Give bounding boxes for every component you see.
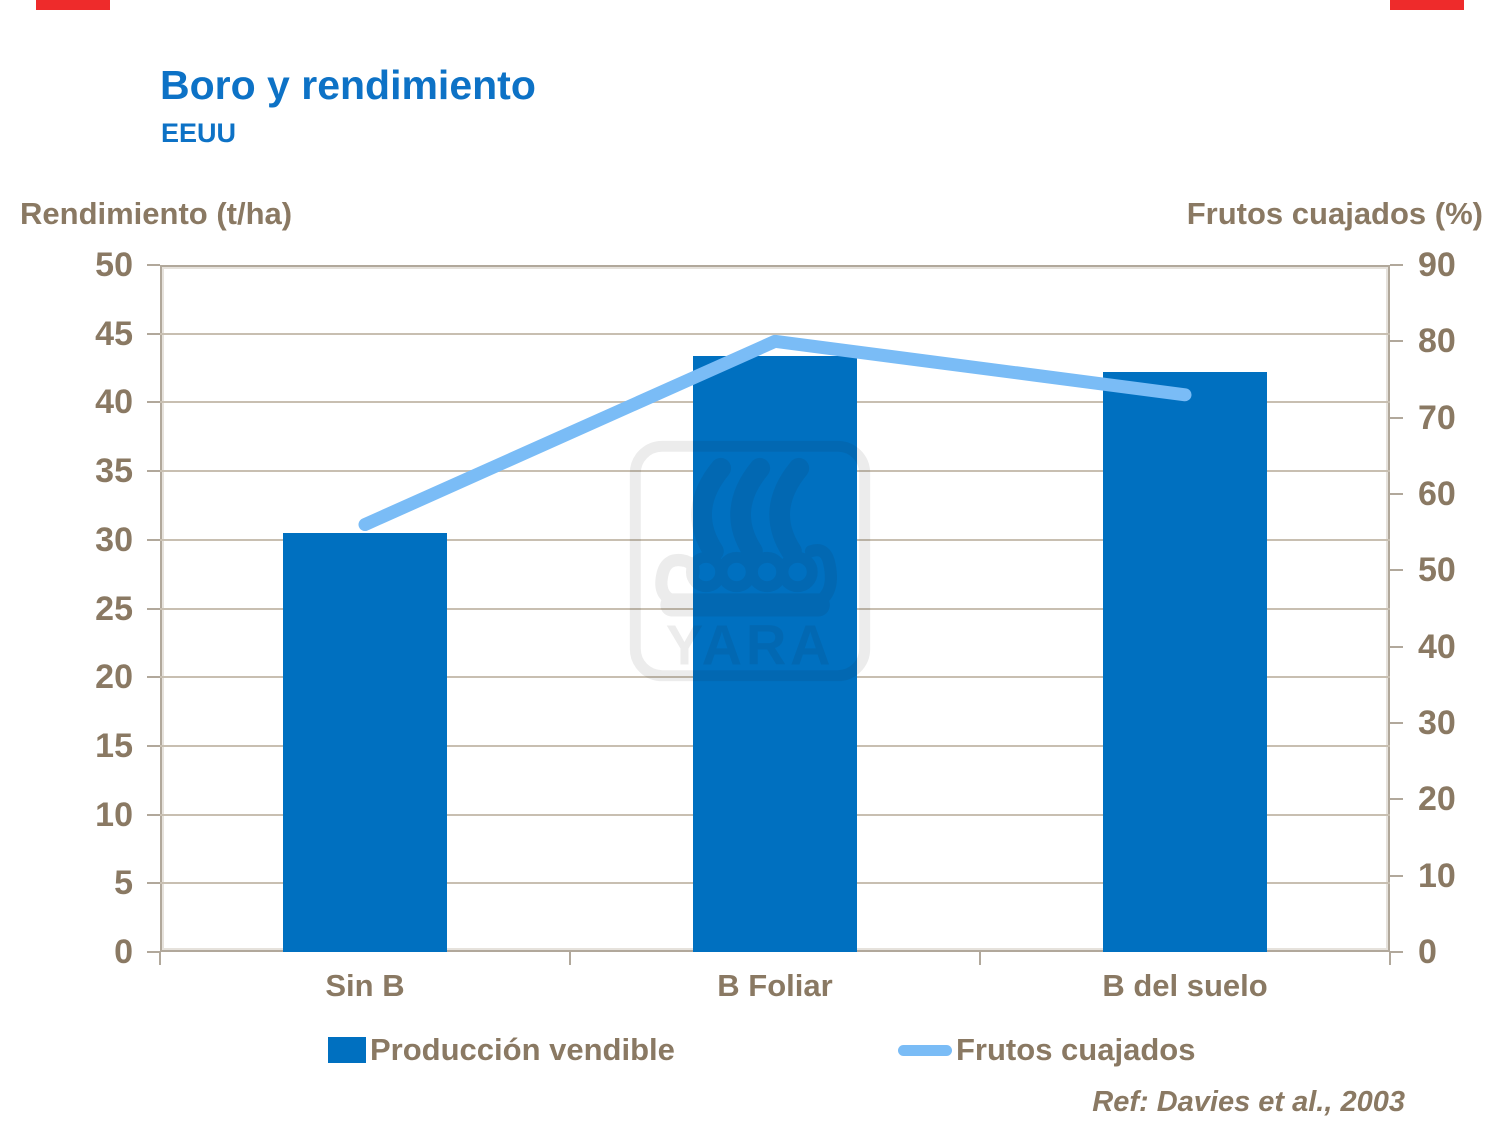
left-tick-mark — [147, 951, 160, 953]
page-subtitle: EEUU — [161, 118, 237, 148]
right-tick-label: 60 — [1418, 475, 1456, 513]
left-tick-label: 50 — [95, 246, 133, 284]
left-tick-mark — [147, 744, 160, 747]
right-axis-title: Frutos cuajados (%) — [1186, 196, 1483, 231]
left-tick-mark — [147, 264, 160, 266]
left-tick-mark — [147, 882, 160, 885]
left-tick-label: 20 — [95, 658, 133, 697]
shield-icon — [685, 551, 727, 593]
left-tick-label: 30 — [95, 520, 133, 559]
right-tick-label: 30 — [1418, 704, 1456, 742]
right-tick-label: 0 — [1418, 933, 1437, 971]
left-axis-title: Rendimiento (t/ha) — [20, 196, 293, 231]
right-tick-label: 90 — [1418, 246, 1456, 284]
red-corner-mark-left — [36, 0, 110, 10]
category-label: B del suelo — [1102, 968, 1268, 1003]
right-tick-mark — [1390, 798, 1403, 801]
left-tick-mark — [147, 676, 160, 679]
page-title: Boro y rendimiento — [160, 62, 536, 108]
right-tick-label: 10 — [1418, 856, 1456, 895]
right-tick-mark — [1390, 645, 1403, 648]
bottom-tick-mark — [569, 952, 571, 965]
right-tick-mark — [1390, 722, 1403, 724]
left-tick-label: 45 — [95, 314, 133, 353]
right-tick-mark — [1390, 416, 1403, 419]
watermark-text: YARA — [666, 614, 834, 677]
right-tick-label: 20 — [1418, 780, 1456, 819]
legend-entry-bars: Producción vendible — [328, 1028, 675, 1072]
right-tick-label: 50 — [1418, 551, 1456, 590]
right-tick-label: 70 — [1418, 398, 1456, 437]
right-tick-mark — [1390, 340, 1403, 343]
left-tick-mark — [147, 538, 160, 541]
left-tick-label: 5 — [114, 864, 133, 903]
category-label: B Foliar — [717, 968, 833, 1003]
ship-prow-icon — [655, 553, 700, 609]
shield-icon — [716, 551, 757, 593]
category-label: Sin B — [325, 968, 405, 1003]
sail-icon — [769, 457, 810, 562]
right-tick-label: 40 — [1418, 627, 1456, 666]
legend-line-swatch — [898, 1044, 952, 1056]
left-tick-mark — [147, 607, 160, 610]
left-tick-label: 35 — [95, 452, 133, 491]
right-tick-label: 80 — [1418, 322, 1456, 361]
left-tick-label: 10 — [95, 795, 133, 834]
bottom-tick-mark — [159, 952, 161, 965]
left-tick-label: 15 — [95, 726, 133, 765]
legend-bar-label: Producción vendible — [370, 1032, 675, 1067]
reference-citation: Ref: Davies et al., 2003 — [1092, 1086, 1405, 1118]
right-tick-mark — [1390, 493, 1403, 495]
right-tick-mark — [1390, 874, 1403, 877]
left-tick-label: 40 — [95, 383, 133, 422]
yara-logo-watermark: YARA — [629, 440, 871, 682]
sail-icon — [691, 457, 732, 562]
red-corner-mark-right — [1390, 0, 1464, 10]
legend-entry-line: Frutos cuajados — [898, 1028, 1195, 1072]
bottom-tick-mark — [1389, 952, 1391, 965]
right-tick-mark — [1390, 951, 1403, 953]
right-tick-mark — [1390, 264, 1403, 266]
legend-line-label: Frutos cuajados — [956, 1032, 1196, 1067]
right-tick-mark — [1390, 569, 1403, 572]
left-tick-label: 25 — [95, 589, 133, 628]
sail-icon — [730, 457, 771, 562]
left-tick-mark — [147, 813, 160, 816]
left-tick-mark — [147, 470, 160, 473]
shield-icon — [746, 551, 788, 593]
left-tick-label: 0 — [114, 933, 133, 971]
shield-icon — [777, 551, 818, 593]
left-tick-mark — [147, 401, 160, 404]
left-tick-mark — [147, 332, 160, 335]
bottom-tick-mark — [979, 952, 981, 965]
ship-stern-icon — [804, 544, 837, 612]
legend-bar-swatch — [328, 1037, 366, 1063]
